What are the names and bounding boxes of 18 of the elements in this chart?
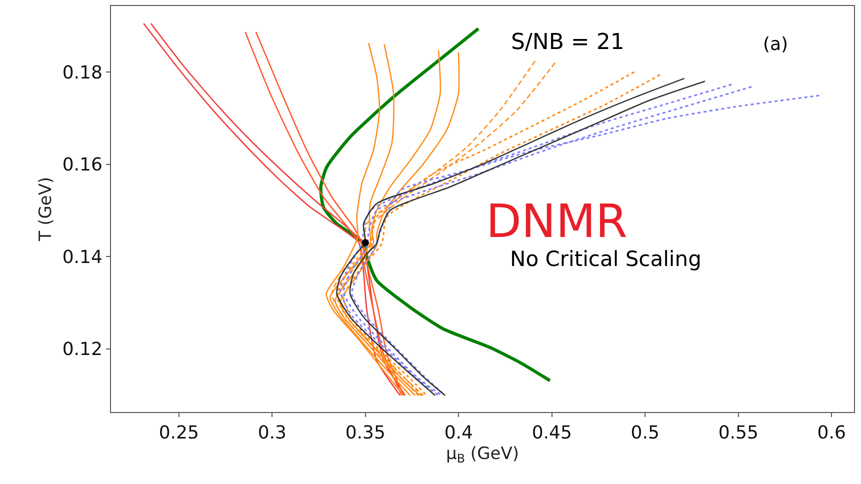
annotation: (a) — [763, 34, 788, 55]
x-tick-label: 0.25 — [158, 422, 199, 444]
x-tick-label: 0.3 — [258, 422, 286, 444]
annotation: DNMR — [486, 194, 628, 248]
annotation: S/NB = 21 — [511, 30, 624, 55]
y-axis-title: T (GeV) — [36, 176, 56, 242]
annotation: No Critical Scaling — [510, 247, 702, 271]
x-tick-label: 0.35 — [345, 422, 386, 444]
x-tick-label: 0.4 — [444, 422, 473, 444]
y-tick-label: 0.18 — [62, 62, 102, 84]
x-axis-title: μ$_{B}$ (GeV) — [446, 444, 519, 466]
x-tick-label: 0.55 — [718, 422, 758, 444]
y-tick-label: 0.16 — [62, 154, 102, 176]
x-tick-label: 0.5 — [630, 422, 660, 444]
y-tick-label: 0.12 — [62, 339, 102, 360]
x-tick-label: 0.6 — [817, 422, 846, 444]
x-tick-label: 0.45 — [532, 422, 572, 444]
y-tick-label: 0.14 — [62, 246, 102, 268]
